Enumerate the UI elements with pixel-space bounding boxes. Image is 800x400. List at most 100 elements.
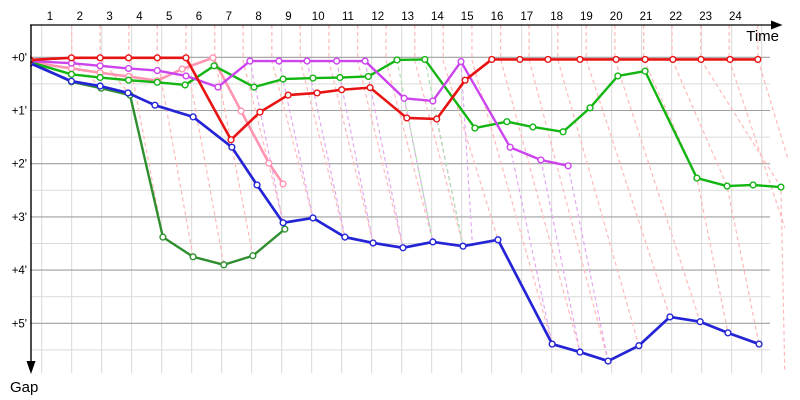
checkpoint-lines-red-leader (414, 24, 464, 247)
data-point-marker-red-rider (227, 136, 235, 144)
data-point-marker-red-rider (153, 54, 161, 62)
data-point-marker-green-rider (693, 174, 701, 182)
checkpoint-lines-red-leader (128, 24, 164, 238)
data-point-marker-magenta-rider (537, 156, 545, 164)
data-point-marker-pink-rider (209, 54, 217, 62)
x-tick-label: 9 (285, 11, 291, 23)
x-tick-label: 18 (550, 11, 563, 23)
y-axis-title: Gap (10, 379, 38, 396)
data-point-marker-magenta-rider (246, 57, 254, 65)
data-point-marker-green-rider (393, 56, 401, 64)
checkpoint-lines-red-leader (557, 24, 640, 346)
data-point-marker-blue-rider (309, 214, 317, 222)
checkpoint-lines-red-leader (700, 24, 786, 373)
checkpoint-lines-red-leader (442, 24, 499, 240)
data-point-marker-red-rider (124, 54, 133, 62)
checkpoint-lines-red-leader (214, 24, 254, 256)
data-point-marker-red-rider (182, 54, 190, 62)
data-point-marker-blue-rider (253, 181, 261, 189)
x-tick-label: 12 (371, 11, 384, 23)
data-point-marker-dark-green-rider (220, 261, 228, 269)
x-axis-title: Time (746, 28, 779, 45)
data-point-marker-red-rider (433, 115, 441, 123)
data-point-marker-blue-rider (399, 244, 407, 252)
data-point-marker-blue-rider (755, 340, 763, 348)
data-point-marker-green-rider (364, 72, 372, 81)
data-point-marker-red-rider (612, 55, 620, 64)
data-point-marker-blue-rider (494, 236, 502, 244)
data-point-marker-green-rider (153, 78, 161, 86)
data-point-marker-green-rider (641, 67, 649, 75)
checkpoint-lines-magenta-leader (364, 60, 404, 248)
data-point-marker-blue-rider (189, 113, 197, 121)
data-point-marker-blue-rider (341, 233, 349, 241)
data-point-marker-blue-rider (604, 357, 612, 365)
data-point-marker-blue-rider (151, 101, 159, 109)
data-point-marker-red-rider (697, 55, 705, 64)
checkpoint-lines-red-leader (614, 24, 701, 322)
data-point-marker-red-rider (754, 55, 762, 64)
time-axis-arrow-icon (771, 20, 783, 30)
data-point-marker-red-rider (516, 55, 524, 64)
data-point-marker-blue-rider (228, 143, 236, 151)
checkpoint-lines-red-leader (643, 24, 729, 333)
data-point-marker-green-rider (529, 123, 537, 131)
x-tick-label: 8 (255, 11, 261, 23)
series-magenta-rider-line (30, 59, 570, 168)
checkpoint-lines-red-leader (156, 24, 194, 257)
data-point-marker-green-rider (749, 181, 757, 189)
data-point-marker-magenta-rider (275, 57, 283, 65)
x-tick-label: 10 (312, 11, 325, 23)
data-point-marker-green-rider (309, 74, 317, 82)
x-tick-label: 1 (47, 11, 53, 23)
series-pink-rider-line (30, 56, 285, 186)
gap-axis-arrow-icon (26, 361, 36, 374)
data-point-marker-red-rider (67, 54, 76, 62)
data-point-marker-red-rider (488, 55, 496, 64)
data-point-marker-red-rider (256, 108, 264, 116)
data-point-marker-green-rider (421, 55, 429, 64)
data-point-marker-green-rider (559, 128, 567, 136)
checkpoint-lines-magenta-leader (306, 60, 346, 238)
data-point-marker-magenta-rider (153, 66, 161, 75)
x-tick-label: 20 (610, 11, 623, 23)
x-tick-label: 13 (401, 11, 414, 23)
checkpoint-lines-red-leader (185, 24, 225, 265)
x-tick-label: 6 (196, 11, 202, 23)
data-point-marker-magenta-rider (182, 72, 190, 80)
checkpoint-lines-red-leader (271, 24, 314, 219)
y-tick-label: +3' (12, 212, 27, 224)
data-point-marker-blue-rider (124, 89, 132, 97)
y-tick-label: +5' (12, 318, 27, 330)
data-point-marker-magenta-rider (564, 162, 572, 170)
checkpoint-lines-red-leader (99, 24, 131, 96)
data-point-marker-dark-green-rider (249, 252, 257, 260)
data-point-marker-green-rider (503, 118, 511, 126)
x-tick-label: 24 (729, 11, 742, 23)
series-lines (30, 54, 785, 365)
data-point-marker-red-rider (576, 55, 584, 64)
y-tick-label: +2' (12, 159, 27, 171)
data-point-marker-red-rider (544, 55, 552, 64)
checkpoint-lines-red-leader (471, 24, 553, 345)
data-point-marker-green-rider (279, 75, 287, 83)
data-point-marker-blue-rider (724, 329, 732, 337)
axes (26, 20, 783, 374)
data-point-marker-magenta-rider (214, 83, 222, 91)
data-point-marker-red-rider (338, 86, 346, 94)
data-point-marker-red-rider (313, 89, 321, 97)
x-tick-label: 11 (342, 11, 354, 23)
data-point-marker-blue-rider (548, 340, 556, 348)
grid (30, 25, 770, 373)
data-point-marker-red-rider (403, 114, 411, 122)
checkpoint-dashed-lines (71, 24, 789, 373)
data-point-marker-red-rider (641, 55, 649, 64)
data-point-marker-blue-rider (369, 239, 377, 247)
x-tick-label: 7 (226, 11, 232, 23)
data-point-marker-blue-rider (67, 77, 76, 85)
checkpoint-lines-magenta-leader (509, 147, 553, 345)
data-point-marker-red-rider (284, 91, 292, 99)
data-point-marker-blue-rider (429, 238, 437, 246)
checkpoint-lines-green-leader (424, 59, 464, 247)
